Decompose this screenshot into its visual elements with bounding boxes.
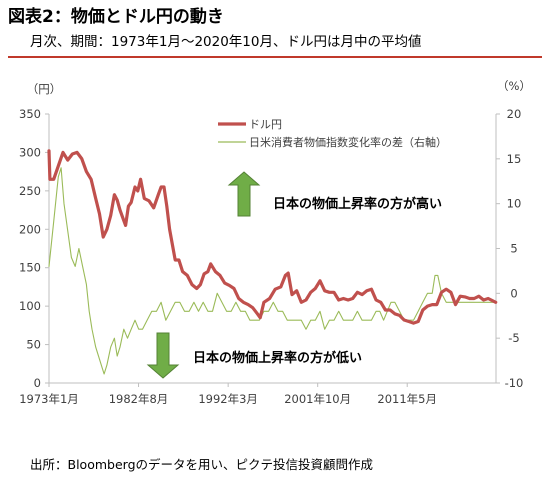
title-divider [8, 56, 542, 58]
series-line-cpi-diff [48, 167, 497, 375]
left-tick-label: 0 [34, 376, 41, 390]
annotation-lower: 日本の物価上昇率の方が低い [193, 350, 362, 366]
right-tick-label: 5 [510, 242, 517, 256]
right-tick-label: 10 [507, 197, 522, 211]
series-layer [47, 149, 498, 375]
right-tick-label: 0 [510, 286, 517, 300]
x-tick-label: 1992年3月 [198, 392, 258, 406]
arrow-down-icon [146, 332, 180, 379]
right-tick-label: 20 [507, 107, 522, 121]
right-tick-label: -5 [508, 331, 519, 345]
left-tick-label: 150 [19, 261, 41, 275]
legend-label: ドル円 [249, 118, 282, 131]
right-axis-unit: （%） [497, 79, 531, 93]
page-title: 図表2：物価とドル円の動き [8, 7, 224, 27]
x-tick-label: 1982年8月 [109, 392, 169, 406]
right-tick-label: 15 [507, 152, 522, 166]
annotation-higher: 日本の物価上昇率の方が高い [273, 196, 442, 212]
right-tick-label: -10 [505, 376, 524, 390]
series-line-usdjpy [47, 149, 498, 325]
x-axis: 1973年1月 1982年8月 1992年3月 2001年10月 2011年5月 [19, 382, 496, 406]
x-tick-label: 2011年5月 [377, 392, 437, 406]
left-axis: 0 50 100 150 200 250 300 350 （円） [19, 82, 61, 390]
left-tick-label: 250 [19, 184, 41, 198]
arrow-up-icon [227, 171, 261, 217]
x-tick-label: 2001年10月 [284, 392, 351, 406]
legend-label: 日米消費者物価指数変化率の差（右軸） [249, 135, 447, 149]
source-note: 出所：Bloombergのデータを用い、ピクテ投信投資顧問作成 [30, 457, 374, 472]
left-tick-label: 50 [26, 338, 41, 352]
left-axis-unit: （円） [27, 82, 62, 96]
left-tick-label: 100 [19, 299, 41, 313]
left-tick-label: 300 [19, 145, 41, 159]
right-axis: -10 -5 0 5 10 15 20 （%） [495, 79, 531, 390]
left-tick-label: 350 [19, 107, 41, 121]
left-tick-label: 200 [19, 222, 41, 236]
page-subtitle: 月次、期間：1973年1月～2020年10月、ドル円は月中の平均値 [30, 34, 422, 50]
x-tick-label: 1973年1月 [19, 392, 79, 406]
